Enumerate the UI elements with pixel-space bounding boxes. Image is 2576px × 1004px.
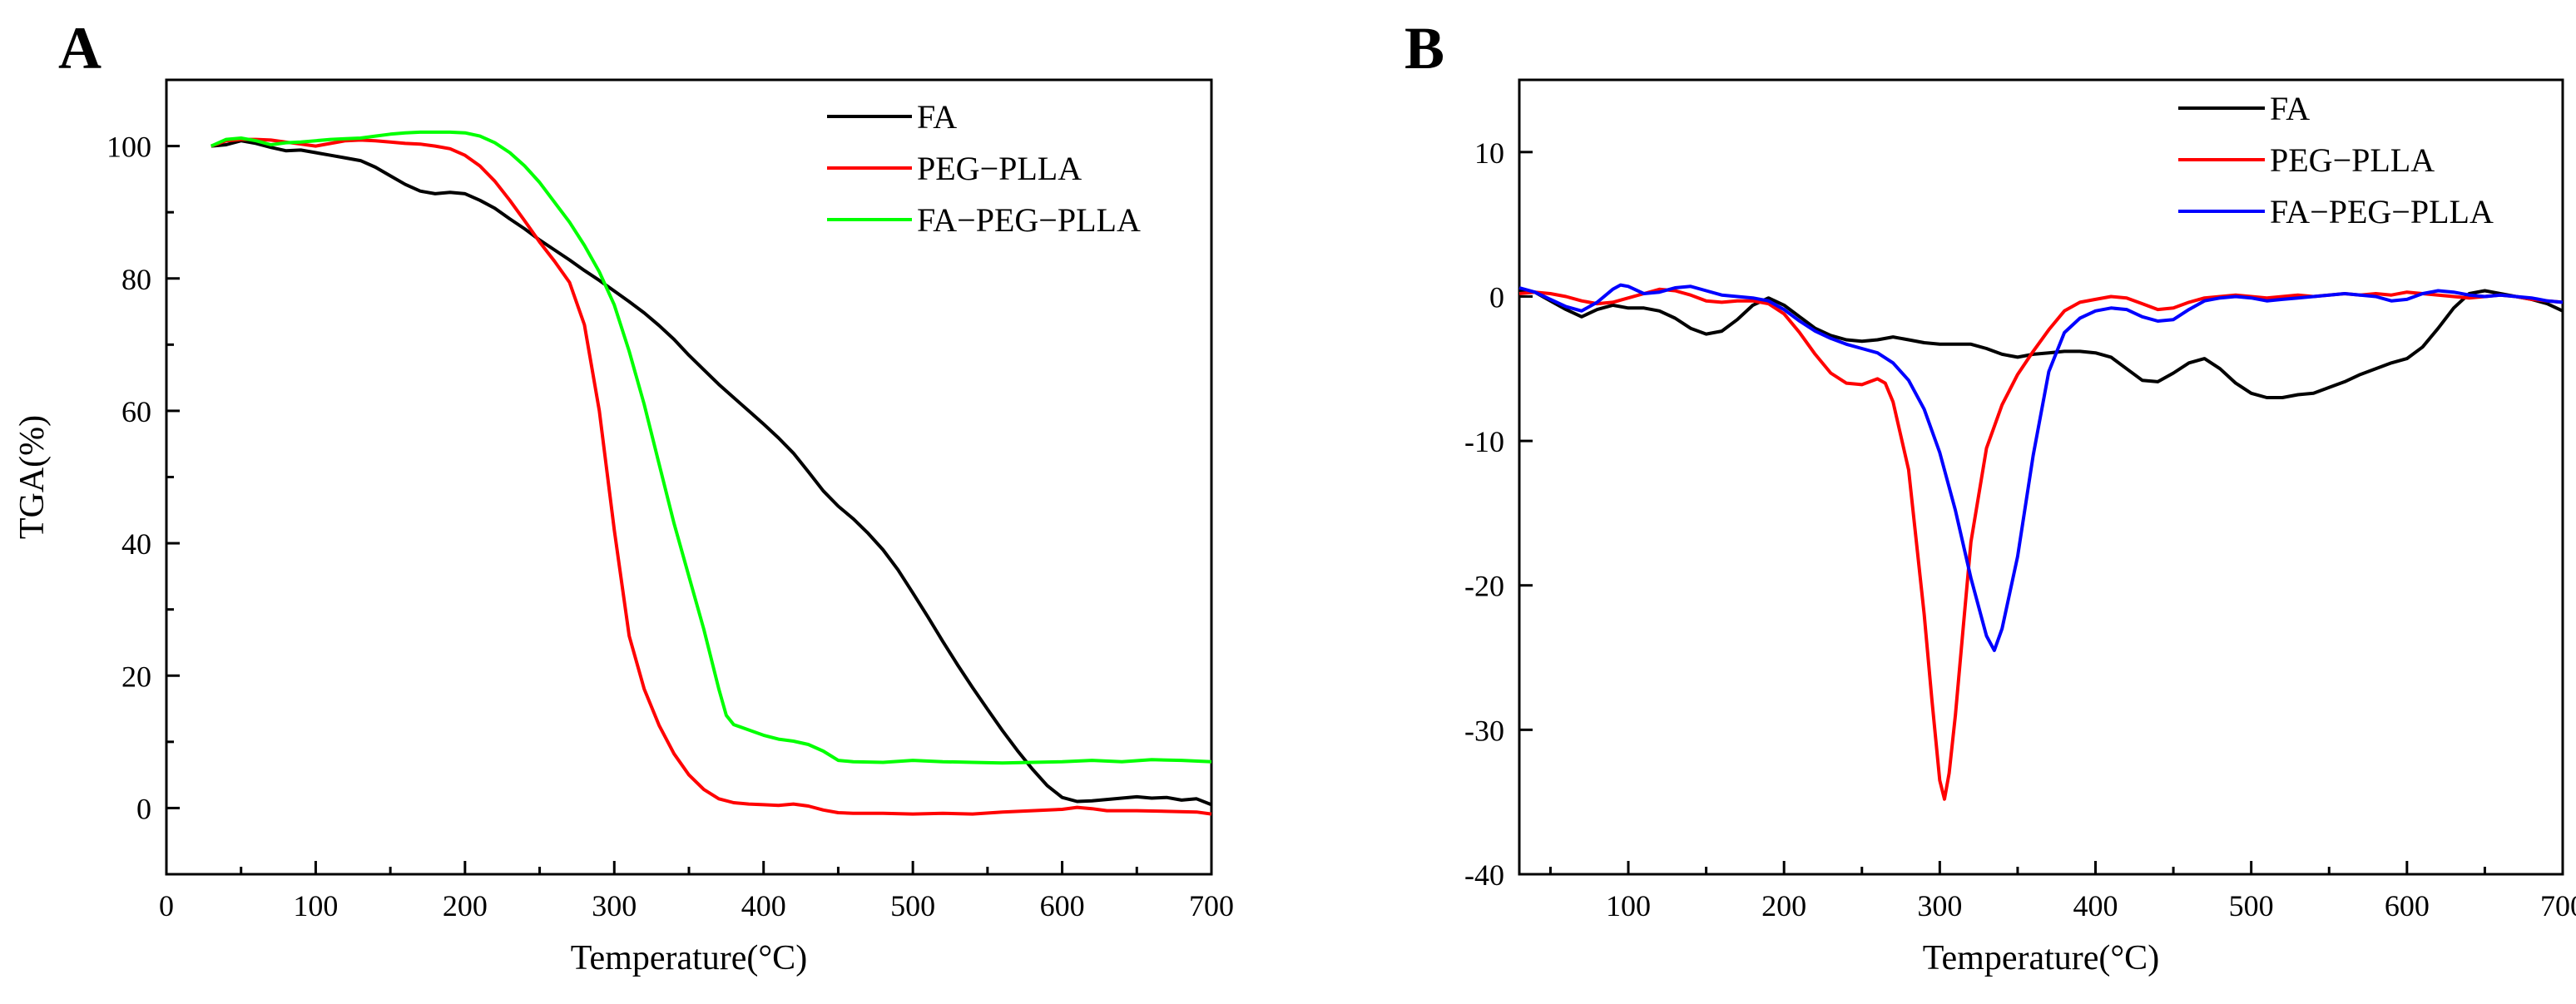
series-line-fa-peg-plla	[210, 130, 1212, 765]
panel-b-plot-frame	[1518, 78, 2564, 876]
panel-b-label: B	[1404, 15, 1444, 82]
legend-entry-label: FA−PEG−PLLA	[2270, 193, 2494, 230]
y-tick-label: 0	[136, 792, 151, 825]
legend-entry-label: FA−PEG−PLLA	[917, 201, 1141, 239]
series-line-peg-plla	[1518, 287, 2564, 801]
x-tick-label: 700	[1189, 889, 1234, 922]
x-tick-label: 0	[159, 889, 174, 922]
x-tick-label: 500	[2229, 889, 2274, 922]
panel-a-plot-frame	[165, 78, 1213, 876]
series-line-fa-peg-plla	[1518, 283, 2564, 652]
panel-b-series	[1518, 283, 2564, 801]
panel-a-x-axis-title: Temperature(°C)	[571, 939, 807, 977]
x-tick-label: 600	[1040, 889, 1085, 922]
y-tick-label: 80	[121, 263, 151, 296]
panel-a-legend: FA PEG−PLLA FA−PEG−PLLA	[827, 98, 1141, 239]
panel-a-y-axis-title: TGA(%)	[13, 415, 52, 539]
legend-entry-label: PEG−PLLA	[2270, 141, 2435, 179]
x-tick-label: 400	[2073, 889, 2118, 922]
x-tick-label: 100	[293, 889, 338, 922]
panel-b-legend: FA PEG−PLLA FA−PEG−PLLA	[2178, 90, 2494, 230]
y-tick-label: 0	[1489, 280, 1504, 314]
panel-b-ticks: 100 200 300 400 500 600 700 -40 -30 -20 -10 0 10	[1464, 136, 2576, 922]
panel-a-series	[210, 130, 1212, 816]
x-tick-label: 500	[890, 889, 935, 922]
x-tick-label: 300	[1917, 889, 1962, 922]
panel-a-ticks: 0 100 200 300 400 500 600 700 0 20 40 60 80 100	[107, 78, 1234, 922]
y-tick-label: 60	[121, 395, 151, 428]
panel-a-chart: A 0 100 200 300 400 500 600 700 0 20 40 60 80 100 FA P…	[13, 15, 1234, 977]
x-tick-label: 300	[592, 889, 637, 922]
x-tick-label: 100	[1606, 889, 1651, 922]
y-tick-label: -20	[1464, 570, 1504, 603]
y-tick-label: -30	[1464, 714, 1504, 747]
y-tick-label: 10	[1474, 136, 1504, 170]
y-tick-label: 20	[121, 660, 151, 693]
x-tick-label: 200	[1761, 889, 1806, 922]
legend-entry-label: FA	[917, 98, 957, 136]
panel-a-label: A	[58, 15, 102, 82]
series-line-peg-plla	[211, 137, 1212, 816]
legend-entry-label: FA	[2270, 90, 2310, 127]
x-tick-label: 700	[2540, 889, 2576, 922]
panel-b-x-axis-title: Temperature(°C)	[1923, 939, 2159, 977]
panel-b-chart: B 100 200 300 400 500 600 700 -40 -30 -20 -10 0 10 F…	[1404, 15, 2576, 977]
x-tick-label: 400	[741, 889, 786, 922]
y-tick-label: -40	[1464, 858, 1504, 892]
series-line-fa	[1518, 289, 2564, 399]
legend-entry-label: PEG−PLLA	[917, 150, 1082, 187]
series-line-fa	[211, 139, 1212, 807]
x-tick-label: 200	[443, 889, 488, 922]
y-tick-label: 100	[107, 131, 151, 164]
y-tick-label: -10	[1464, 425, 1504, 458]
y-tick-label: 40	[121, 527, 151, 561]
x-tick-label: 600	[2385, 889, 2430, 922]
